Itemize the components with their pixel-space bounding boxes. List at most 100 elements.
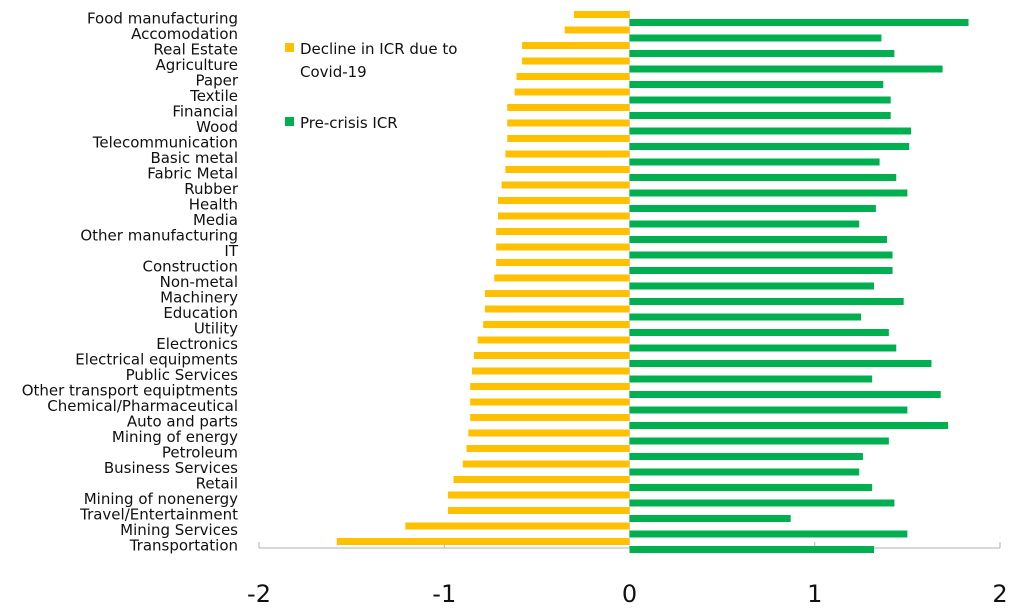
bar-decline (472, 367, 630, 375)
bar-decline (505, 166, 630, 173)
bar-precrisis (629, 220, 860, 228)
category-label: Food manufacturing (87, 10, 238, 28)
bar-decline (497, 212, 630, 220)
x-tick-label: 0 (622, 580, 637, 608)
bar-decline (496, 259, 630, 266)
bar-decline (507, 135, 630, 142)
bar-precrisis (629, 360, 932, 367)
bar-decline (453, 476, 630, 483)
legend: Decline in ICR due to Covid-19 Pre-crisi… (285, 40, 457, 132)
bar-decline (473, 352, 630, 359)
bar-precrisis (629, 344, 897, 352)
bar-precrisis (629, 189, 908, 197)
category-label: Non-metal (160, 273, 238, 291)
category-label: Wood (196, 118, 238, 136)
bar-decline (505, 150, 630, 158)
bar-precrisis (629, 267, 893, 274)
category-label: Basic metal (150, 149, 238, 167)
bar-decline (483, 321, 630, 328)
category-label: Real Estate (153, 41, 238, 59)
category-label: Retail (196, 475, 238, 493)
category-label: Petroleum (162, 444, 238, 462)
category-label: Agriculture (156, 56, 239, 74)
category-label: Rubber (184, 180, 239, 198)
bar-precrisis (629, 437, 889, 445)
bar-decline (522, 57, 630, 65)
category-label: Telecommunication (92, 134, 238, 152)
bar-decline (573, 11, 630, 18)
legend-swatch-decline (285, 43, 294, 52)
bar-precrisis (629, 143, 910, 150)
bar-precrisis (629, 81, 884, 88)
legend-swatch-precrisis (285, 117, 294, 126)
category-label: Machinery (160, 289, 238, 307)
bar-precrisis (629, 546, 875, 553)
category-label: Transportation (129, 537, 238, 555)
bar-precrisis (629, 158, 880, 166)
bar-decline (470, 398, 630, 406)
bar-precrisis (629, 484, 873, 491)
bar-decline (462, 460, 630, 468)
bar-precrisis (629, 205, 876, 212)
category-label: Public Services (126, 366, 239, 384)
bar-decline (507, 104, 630, 111)
bar-precrisis (629, 406, 908, 414)
category-label: Other transport equiptments (22, 382, 238, 400)
bar-precrisis (629, 65, 943, 73)
bar-decline (470, 383, 630, 390)
category-label: Mining Services (120, 521, 238, 539)
bar-decline (466, 445, 630, 452)
bar-decline (405, 522, 630, 530)
bar-precrisis (629, 391, 941, 398)
bar-decline (470, 414, 630, 421)
bar-decline (507, 119, 630, 127)
legend-label-decline-line2: Covid-19 (300, 63, 367, 81)
bar-decline (477, 336, 630, 344)
bar-precrisis (629, 282, 875, 290)
bar-precrisis (629, 19, 969, 26)
bar-decline (485, 305, 630, 313)
category-label: Paper (196, 72, 239, 90)
category-label: Accomodation (131, 25, 238, 43)
bar-precrisis (629, 127, 912, 135)
category-label: Mining of nonenergy (84, 490, 238, 508)
category-label: Financial (172, 103, 238, 121)
bar-decline (564, 26, 630, 34)
bar-decline (336, 538, 630, 545)
bar-precrisis (629, 34, 882, 42)
bar-precrisis (629, 329, 889, 336)
bar-decline (447, 491, 630, 499)
bar-decline (468, 429, 630, 437)
x-tick-label: 2 (992, 580, 1007, 608)
bar-decline (516, 73, 630, 80)
category-label: Construction (142, 258, 238, 276)
category-label: Utility (194, 320, 238, 338)
category-label: IT (224, 242, 238, 260)
bar-decline (447, 507, 630, 514)
bars (336, 11, 969, 553)
category-label: Other manufacturing (80, 227, 238, 245)
category-label: Electrical equipments (75, 351, 238, 369)
x-tick-label: -1 (432, 580, 456, 608)
bar-decline (494, 274, 630, 282)
bar-decline (496, 228, 630, 235)
bar-precrisis (629, 453, 863, 460)
x-tick-labels: -2 -1 0 1 2 (247, 580, 1008, 608)
bar-precrisis (629, 375, 873, 383)
category-label: Health (189, 196, 238, 214)
bar-precrisis (629, 515, 791, 522)
legend-label-decline-line1: Decline in ICR due to (300, 40, 457, 58)
bar-decline (501, 181, 630, 189)
bar-decline (522, 42, 630, 49)
bar-decline (496, 243, 630, 251)
bar-precrisis (629, 313, 862, 321)
bar-precrisis (629, 236, 887, 243)
bar-precrisis (629, 499, 895, 507)
category-label: Media (193, 211, 238, 229)
bar-precrisis (629, 174, 897, 181)
bar-precrisis (629, 50, 895, 57)
category-label: Education (163, 304, 238, 322)
bar-precrisis (629, 251, 893, 259)
x-tick-label: -2 (247, 580, 271, 608)
